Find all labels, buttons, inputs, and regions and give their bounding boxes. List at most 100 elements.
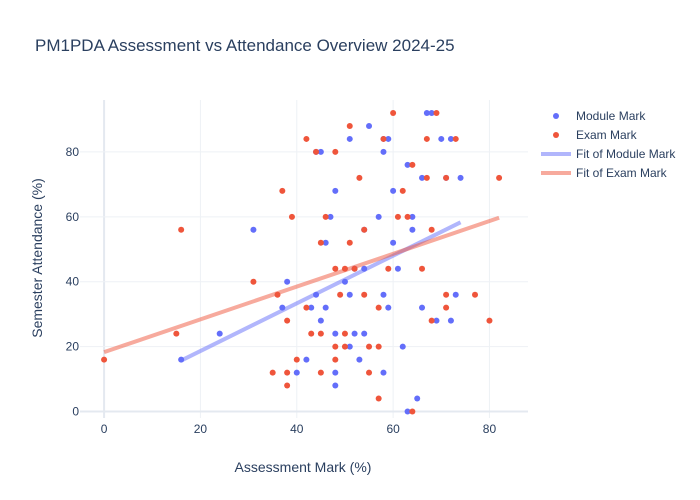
data-point [423,109,430,116]
data-point [173,330,180,337]
data-point [385,265,392,272]
data-point [375,213,382,220]
data-point [341,343,348,350]
data-point [399,343,406,350]
data-point [322,239,329,246]
legend-marker [553,113,559,119]
legend-label: Fit of Exam Mark [576,166,668,180]
data-point [332,382,339,389]
data-point [394,213,401,220]
data-point [375,343,382,350]
data-point [332,356,339,363]
data-point [409,161,416,168]
data-point [452,291,459,298]
fit-lines [103,215,500,363]
y-tick-label: 20 [66,340,80,354]
data-point [313,291,320,298]
data-point [274,291,281,298]
data-point [414,395,421,402]
legend-label: Fit of Module Mark [576,147,676,161]
data-point [366,343,373,350]
data-point [322,213,329,220]
data-point [288,213,295,220]
data-point [284,382,291,389]
data-point [409,226,416,233]
data-point [351,265,358,272]
x-tick-label: 80 [483,422,497,436]
data-point [317,239,324,246]
data-point [361,330,368,337]
data-point [293,356,300,363]
legend[interactable]: Module Mark Exam Mark Fit of Module Mark Fi… [541,109,676,180]
data-point [317,148,324,155]
data-point [423,174,430,181]
legend-item[interactable]: Module Mark [553,109,646,123]
data-point [380,291,387,298]
data-point [250,226,257,233]
data-point [433,317,440,324]
data-point [447,135,454,142]
data-point [409,408,416,415]
data-point [419,174,426,181]
y-axis-title: Semester Attendance (%) [29,178,45,338]
data-point [385,135,392,142]
tick-labels: 0 20 40 60 80 0 20 40 60 80 [66,145,497,436]
data-point [284,278,291,285]
data-point [332,265,339,272]
data-point [178,356,185,363]
data-point [308,304,315,311]
y-tick-label: 40 [66,275,80,289]
legend-item[interactable]: Fit of Module Mark [541,147,676,161]
data-point [419,265,426,272]
data-point [390,187,397,194]
data-point [216,330,223,337]
data-point [279,187,286,194]
data-point [317,330,324,337]
data-point [178,226,185,233]
grid-layer [80,100,528,418]
data-point [361,291,368,298]
data-points [101,109,503,415]
fit-line [103,215,500,355]
data-point [337,291,344,298]
data-point [361,265,368,272]
data-point [433,109,440,116]
data-point [279,304,286,311]
data-point [404,161,411,168]
data-point [317,317,324,324]
data-point [341,265,348,272]
x-axis-title: Assessment Mark (%) [235,459,372,475]
x-tick-label: 20 [194,422,208,436]
data-point [284,317,291,324]
data-point [332,343,339,350]
data-point [101,356,108,363]
data-point [390,109,397,116]
data-point [409,213,416,220]
data-point [327,213,334,220]
data-point [404,408,411,415]
data-point [341,330,348,337]
data-point [322,304,329,311]
data-point [332,330,339,337]
data-point [457,174,464,181]
data-point [423,135,430,142]
data-point [399,187,406,194]
data-point [443,174,450,181]
legend-label: Exam Mark [576,128,638,142]
data-point [341,278,348,285]
data-point [361,226,368,233]
data-point [346,122,353,129]
data-point [351,330,358,337]
data-point [293,369,300,376]
data-point [443,291,450,298]
legend-item[interactable]: Fit of Exam Mark [541,166,668,180]
data-point [308,330,315,337]
data-point [380,135,387,142]
data-point [332,148,339,155]
legend-item[interactable]: Exam Mark [553,128,638,142]
data-point [486,317,493,324]
data-point [443,304,450,311]
data-point [303,135,310,142]
data-point [346,291,353,298]
